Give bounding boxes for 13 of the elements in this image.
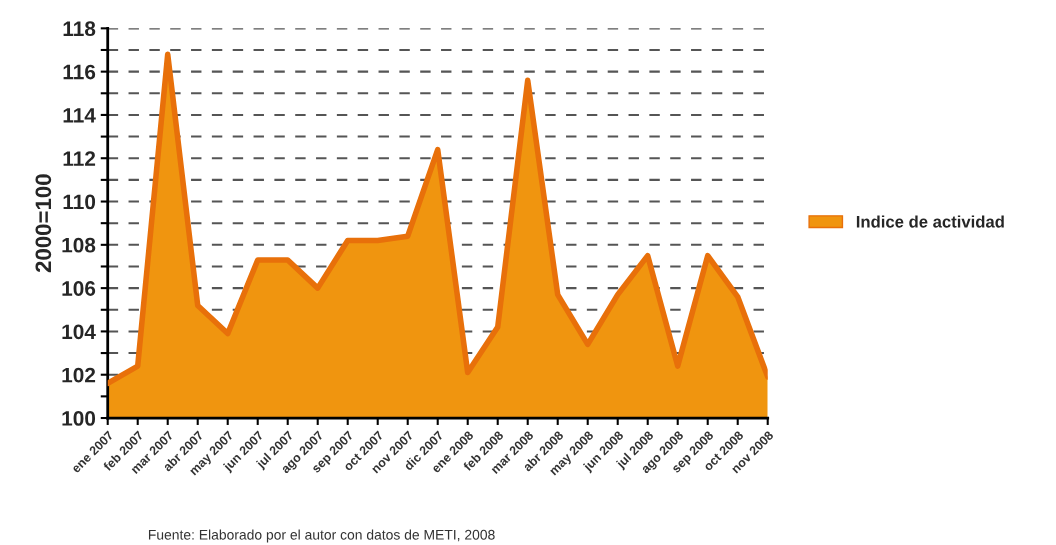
y-tick-label: 116 — [63, 64, 96, 80]
y-tick-label: 118 — [63, 21, 96, 37]
y-tick-label: 108 — [62, 237, 96, 253]
y-tick-label: 114 — [63, 108, 96, 123]
y-tick-label: 110 — [63, 194, 96, 210]
y-tick-label: 100 — [62, 411, 96, 426]
y-tick-label: 106 — [62, 281, 96, 296]
y-axis-title: 2000=100 — [35, 174, 52, 273]
y-tick-label: 102 — [62, 367, 96, 383]
legend-label: Indice de actividad — [856, 215, 1004, 228]
source-note: Fuente: Elaborado por el autor con datos de METI, 2008 — [148, 529, 495, 543]
y-tick-label: 104 — [62, 324, 96, 340]
y-tick-label: 112 — [63, 151, 96, 166]
